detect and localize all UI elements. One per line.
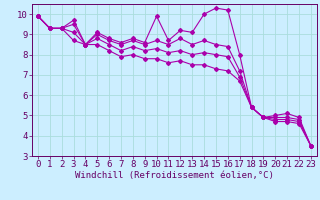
X-axis label: Windchill (Refroidissement éolien,°C): Windchill (Refroidissement éolien,°C): [75, 171, 274, 180]
